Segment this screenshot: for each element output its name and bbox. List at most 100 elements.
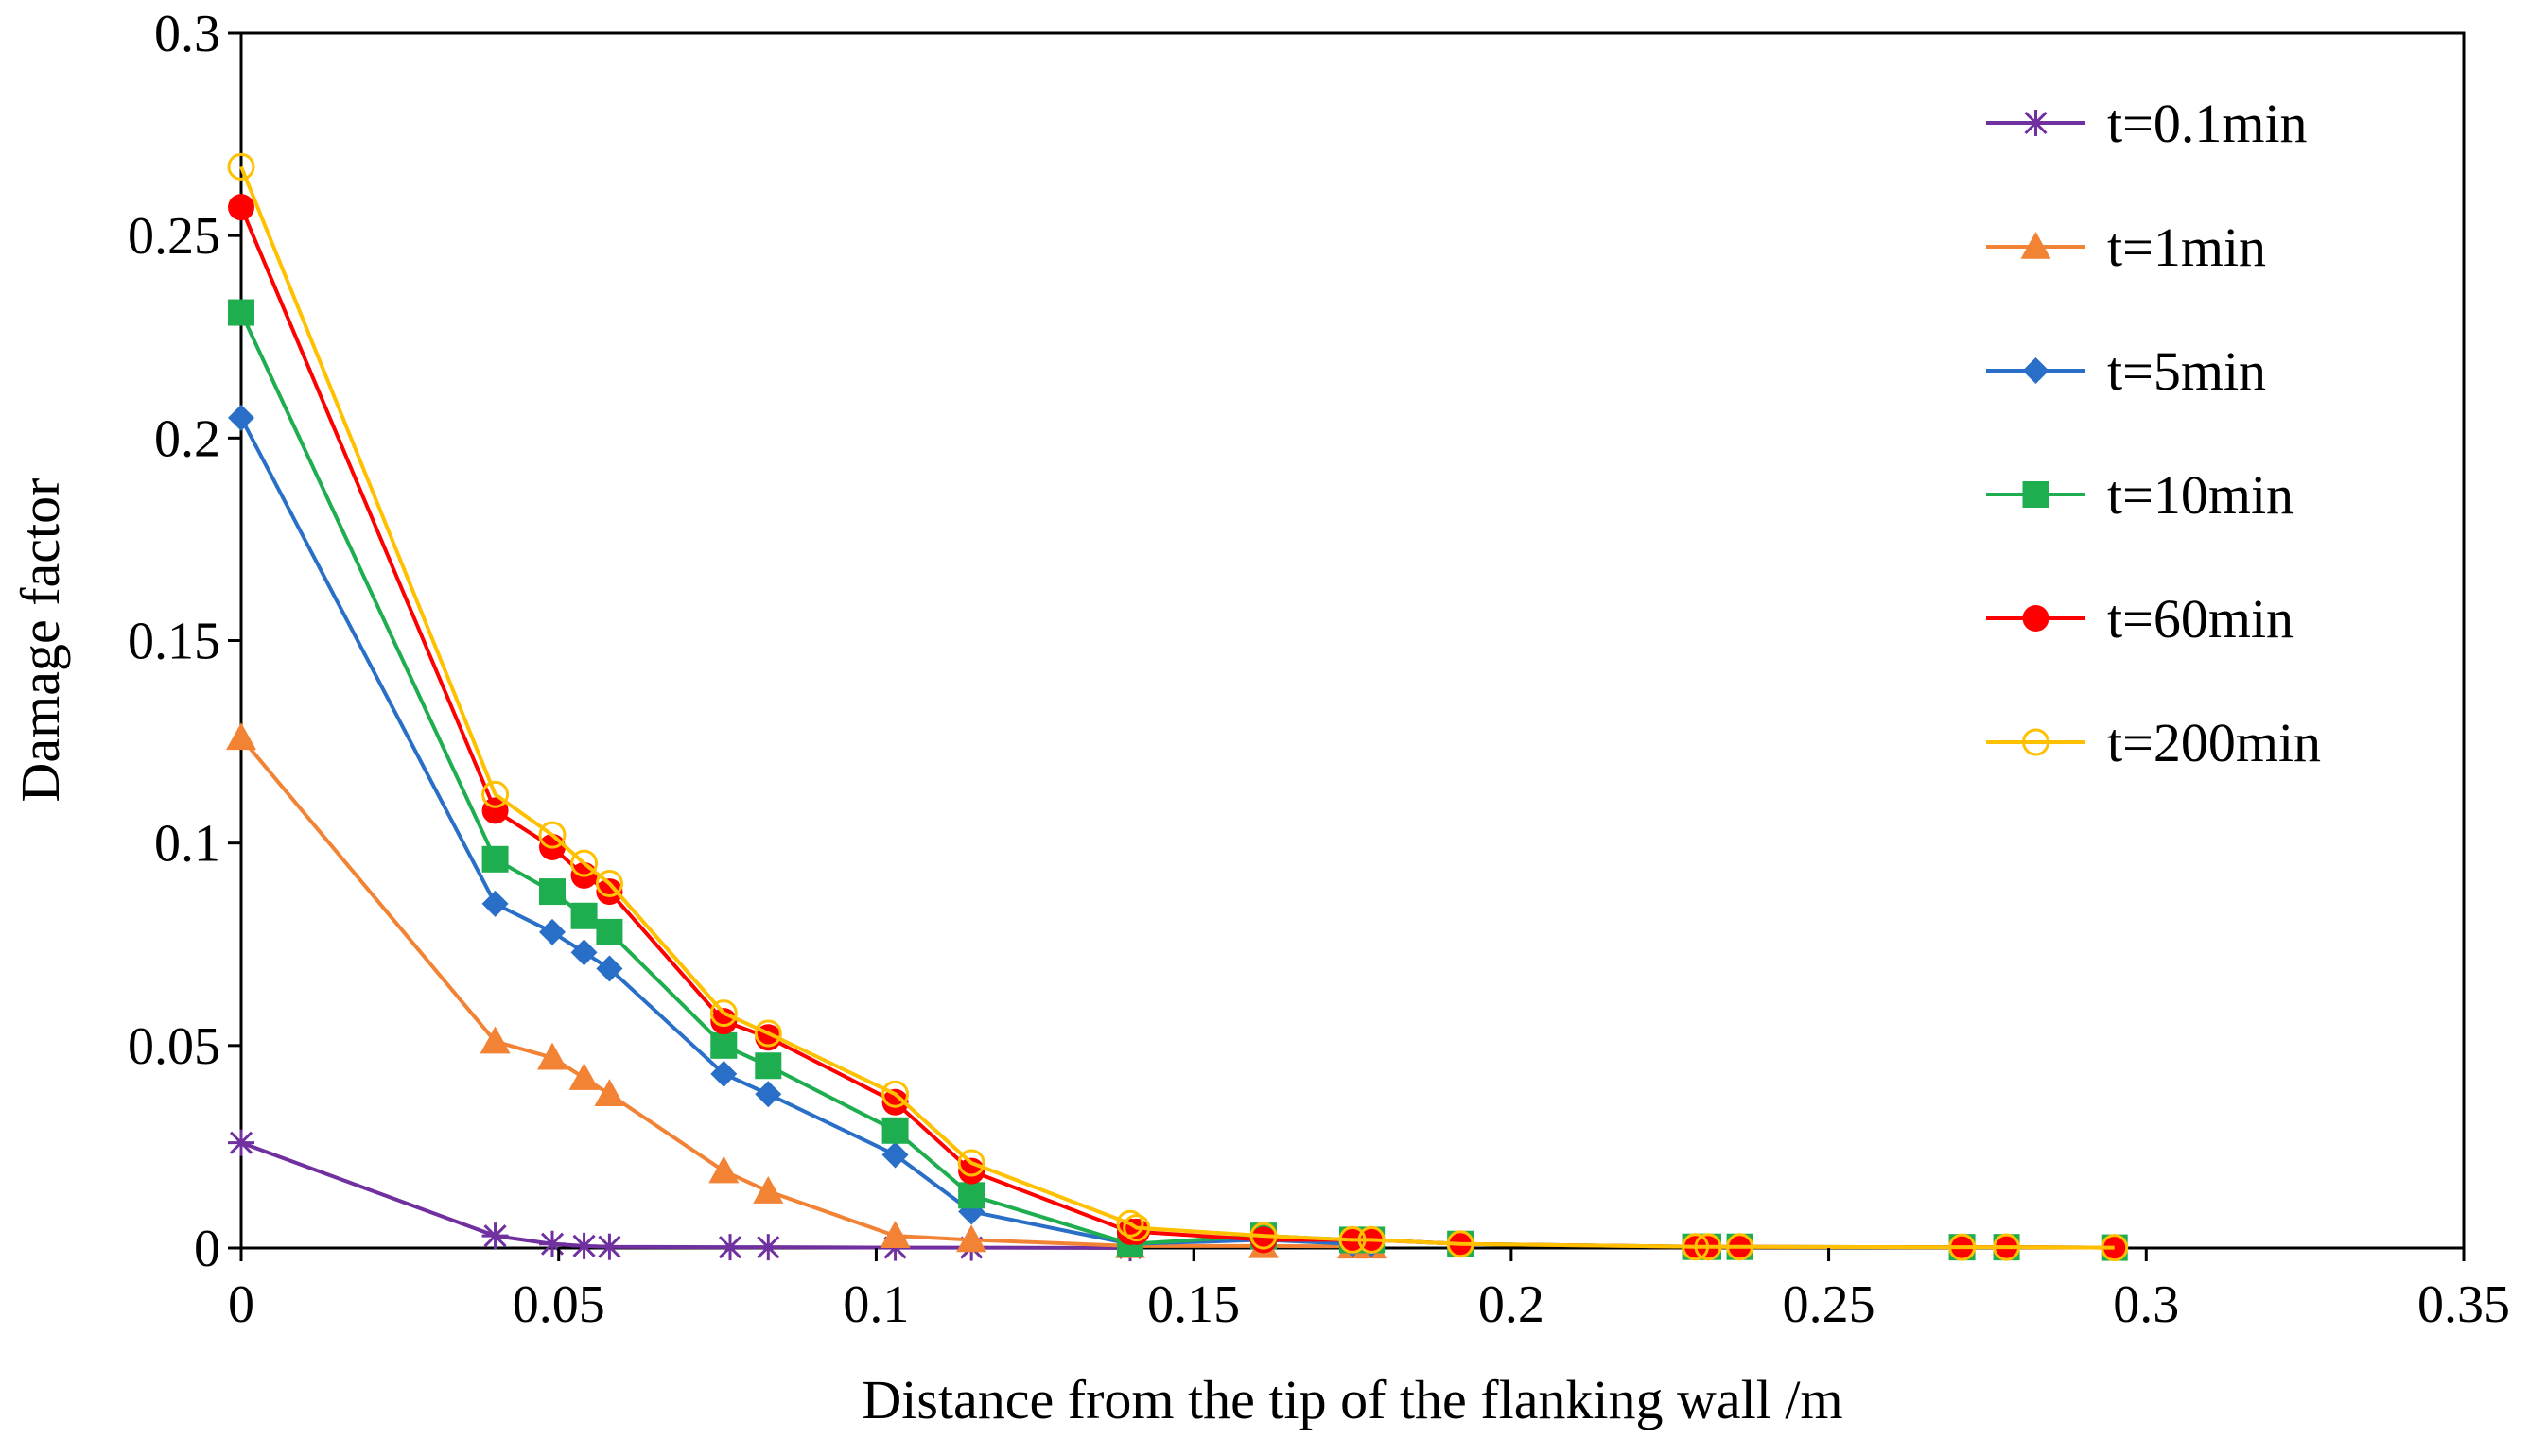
y-axis: 0 0.05 0.1 0.15 0.2 0.25 0.3 bbox=[128, 5, 241, 1278]
x-axis-title: Distance from the tip of the flanking wa… bbox=[862, 1369, 1842, 1430]
data-point bbox=[956, 1224, 987, 1253]
legend-marker bbox=[2022, 481, 2049, 508]
legend-label: t=200min bbox=[2107, 712, 2321, 773]
data-point bbox=[594, 1079, 625, 1107]
data-point bbox=[755, 1234, 782, 1261]
y-tick-label: 0.15 bbox=[128, 613, 220, 671]
data-point bbox=[570, 849, 599, 877]
data-point bbox=[226, 722, 256, 751]
data-point bbox=[539, 918, 566, 945]
data-point bbox=[957, 1149, 985, 1177]
legend-label: t=1min bbox=[2107, 217, 2266, 278]
legend-label: t=60min bbox=[2107, 588, 2294, 650]
data-point bbox=[1993, 1233, 2021, 1261]
data-point bbox=[481, 890, 509, 917]
data-point bbox=[596, 918, 623, 945]
data-point bbox=[754, 1019, 782, 1048]
legend-marker bbox=[2022, 357, 2049, 384]
data-point bbox=[755, 1081, 782, 1108]
data-point bbox=[881, 1080, 910, 1108]
x-tick-label: 0.3 bbox=[2113, 1275, 2179, 1334]
legend-marker bbox=[2020, 232, 2051, 259]
data-point bbox=[596, 1233, 623, 1260]
y-tick-label: 0.05 bbox=[128, 1017, 220, 1076]
y-tick-label: 0 bbox=[194, 1220, 220, 1278]
legend-label: t=0.1min bbox=[2107, 93, 2308, 154]
legend-entry: t=1min bbox=[1986, 217, 2266, 278]
data-point bbox=[570, 902, 598, 929]
legend-entry: t=0.1min bbox=[1986, 93, 2308, 154]
data-point bbox=[568, 1063, 600, 1090]
data-point bbox=[539, 878, 566, 906]
data-point bbox=[2101, 1234, 2129, 1262]
data-point bbox=[480, 1026, 511, 1054]
series-t=200min bbox=[227, 152, 2129, 1262]
y-tick-label: 0.1 bbox=[154, 815, 220, 874]
legend-label: t=10min bbox=[2107, 464, 2294, 526]
data-point bbox=[1694, 1233, 1722, 1261]
x-tick-label: 0.25 bbox=[1783, 1275, 1875, 1334]
y-axis-title: Damage factor bbox=[9, 478, 71, 803]
legend-entry: t=10min bbox=[1986, 464, 2294, 526]
data-point bbox=[570, 1232, 598, 1259]
data-point bbox=[228, 194, 254, 221]
data-point bbox=[1249, 1222, 1278, 1250]
legend-label: t=5min bbox=[2107, 340, 2266, 402]
legend-entry: t=200min bbox=[1986, 712, 2321, 773]
data-point bbox=[881, 1088, 909, 1116]
x-tick-label: 0 bbox=[228, 1275, 254, 1334]
data-point bbox=[570, 939, 598, 966]
data-point bbox=[481, 845, 509, 873]
series-line bbox=[239, 165, 2115, 1250]
x-tick-label: 0.05 bbox=[513, 1275, 605, 1334]
x-tick-label: 0.2 bbox=[1478, 1275, 1544, 1334]
series-layer bbox=[226, 152, 2129, 1262]
data-point bbox=[709, 999, 738, 1028]
legend-marker bbox=[2022, 728, 2049, 756]
data-point bbox=[710, 1060, 738, 1087]
data-point bbox=[1357, 1225, 1386, 1254]
data-point bbox=[537, 1042, 567, 1070]
legend-marker bbox=[2022, 110, 2049, 136]
data-point bbox=[227, 152, 255, 181]
data-point bbox=[539, 1230, 566, 1257]
x-tick-label: 0.15 bbox=[1147, 1275, 1240, 1334]
data-point bbox=[1446, 1230, 1474, 1258]
data-point bbox=[717, 1234, 743, 1261]
data-point bbox=[538, 821, 567, 849]
y-tick-label: 0.2 bbox=[154, 409, 220, 468]
y-tick-label: 0.3 bbox=[154, 5, 220, 63]
data-point bbox=[228, 299, 254, 326]
series-line bbox=[240, 1140, 1131, 1250]
data-point bbox=[880, 1221, 911, 1248]
data-point bbox=[481, 1222, 509, 1250]
data-point bbox=[1726, 1233, 1754, 1261]
data-point bbox=[1338, 1225, 1367, 1254]
x-axis: 0 0.05 0.1 0.15 0.2 0.25 0.3 0.35 bbox=[228, 1248, 2510, 1334]
y-tick-label: 0.25 bbox=[128, 207, 220, 266]
legend-marker bbox=[2022, 605, 2049, 632]
data-point bbox=[755, 1052, 782, 1080]
plot-area bbox=[239, 31, 2466, 1250]
x-tick-label: 0.1 bbox=[843, 1275, 909, 1334]
x-tick-label: 0.35 bbox=[2417, 1275, 2510, 1334]
data-point bbox=[1123, 1214, 1151, 1242]
data-point bbox=[481, 780, 510, 808]
data-point bbox=[708, 1155, 740, 1184]
data-point bbox=[958, 1182, 985, 1209]
data-point bbox=[753, 1176, 784, 1204]
data-point bbox=[596, 878, 623, 906]
data-point bbox=[881, 1117, 909, 1144]
data-point bbox=[1948, 1233, 1977, 1261]
legend-entry: t=60min bbox=[1986, 588, 2294, 650]
data-point bbox=[595, 870, 623, 897]
data-point bbox=[596, 955, 623, 982]
data-point bbox=[1116, 1209, 1144, 1238]
data-point bbox=[228, 1129, 254, 1156]
data-point bbox=[1682, 1233, 1710, 1261]
data-point bbox=[881, 1141, 909, 1169]
legend: t=0.1min t=1min t=5min t=10min t=60min t=200m… bbox=[1986, 93, 2321, 773]
data-point bbox=[710, 1031, 738, 1059]
legend-entry: t=5min bbox=[1986, 340, 2266, 402]
